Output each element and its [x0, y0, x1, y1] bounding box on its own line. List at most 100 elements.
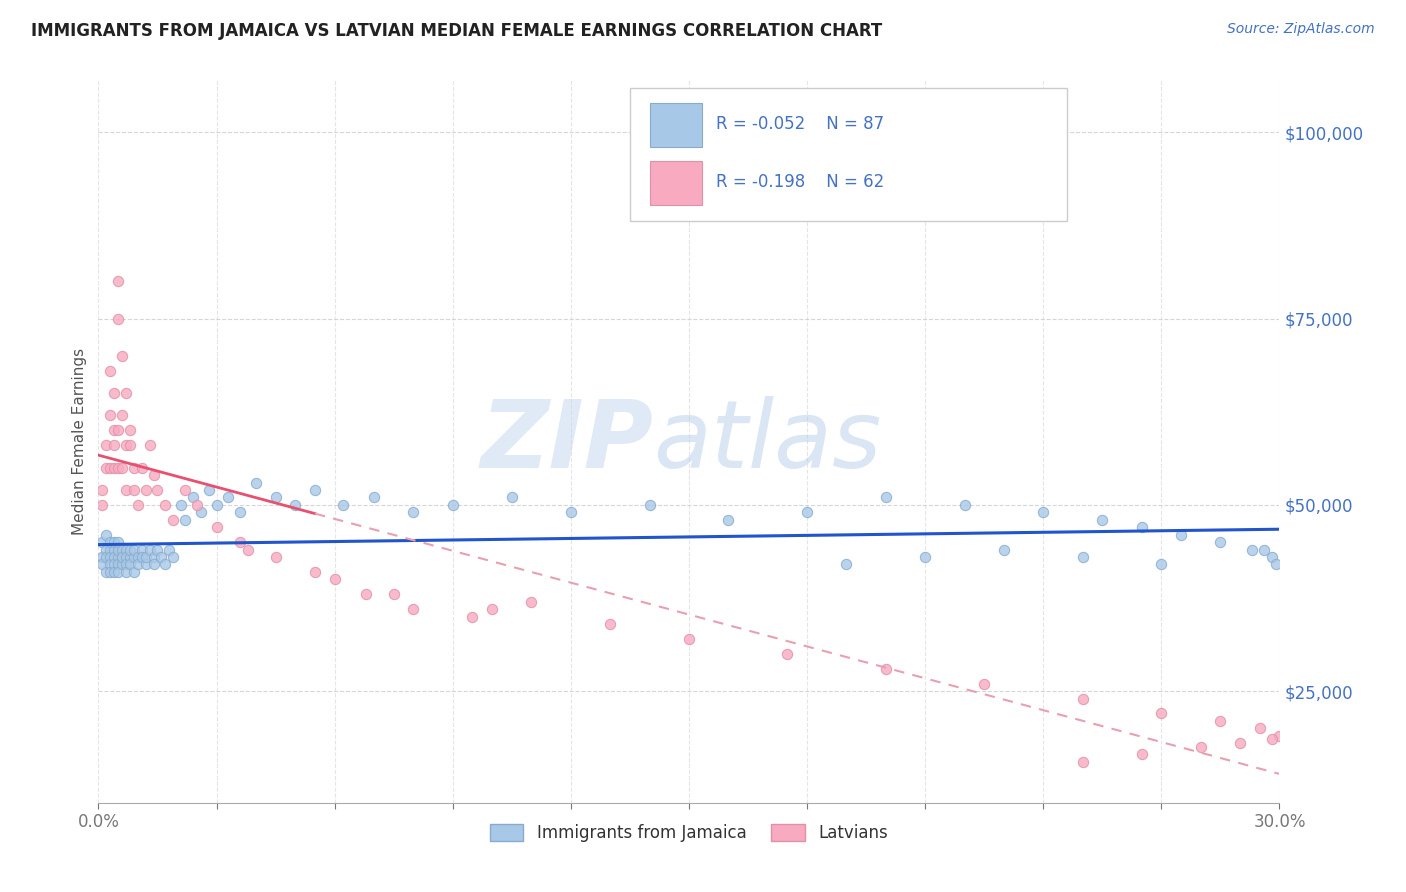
- Point: [205, 498, 228, 512]
- Y-axis label: Median Female Earnings: Median Female Earnings: [72, 348, 87, 535]
- Point: [1071, 691, 1094, 706]
- Point: [98, 565, 121, 579]
- Point: [103, 558, 125, 572]
- Point: [115, 483, 138, 497]
- Point: [914, 549, 936, 564]
- Point: [1253, 542, 1275, 557]
- Point: [111, 349, 134, 363]
- Point: [155, 558, 177, 572]
- Point: [150, 549, 173, 564]
- Point: [131, 542, 153, 557]
- FancyBboxPatch shape: [650, 161, 702, 205]
- Point: [599, 617, 621, 632]
- Point: [107, 311, 129, 326]
- Point: [1071, 549, 1094, 564]
- Point: [91, 498, 114, 512]
- Point: [717, 513, 740, 527]
- Point: [118, 423, 141, 437]
- Point: [103, 460, 125, 475]
- Point: [118, 542, 141, 557]
- Point: [481, 602, 503, 616]
- Point: [181, 491, 204, 505]
- Legend: Immigrants from Jamaica, Latvians: Immigrants from Jamaica, Latvians: [484, 817, 894, 848]
- Point: [138, 542, 160, 557]
- Point: [1150, 558, 1173, 572]
- Point: [107, 549, 129, 564]
- Point: [217, 491, 239, 505]
- Text: Source: ZipAtlas.com: Source: ZipAtlas.com: [1227, 22, 1375, 37]
- Point: [115, 542, 138, 557]
- Point: [402, 602, 425, 616]
- Point: [135, 483, 157, 497]
- Point: [96, 527, 118, 541]
- Point: [118, 438, 141, 452]
- Point: [96, 542, 118, 557]
- Point: [835, 558, 858, 572]
- Point: [107, 565, 129, 579]
- Point: [197, 483, 219, 497]
- Point: [98, 542, 121, 557]
- Point: [127, 558, 149, 572]
- Point: [98, 409, 121, 423]
- Point: [122, 483, 145, 497]
- Point: [96, 565, 118, 579]
- Text: atlas: atlas: [654, 396, 882, 487]
- Point: [146, 483, 169, 497]
- Point: [190, 505, 212, 519]
- Point: [142, 558, 165, 572]
- Point: [107, 535, 129, 549]
- Point: [98, 460, 121, 475]
- Point: [304, 483, 326, 497]
- Point: [115, 565, 138, 579]
- Point: [973, 676, 995, 690]
- Point: [332, 498, 354, 512]
- Point: [354, 587, 377, 601]
- Point: [122, 549, 145, 564]
- Point: [103, 565, 125, 579]
- Point: [127, 498, 149, 512]
- Point: [1189, 739, 1212, 754]
- Point: [1150, 706, 1173, 721]
- Point: [155, 498, 177, 512]
- Point: [229, 505, 252, 519]
- Point: [162, 549, 184, 564]
- Point: [1209, 714, 1232, 728]
- Text: R = -0.052    N = 87: R = -0.052 N = 87: [716, 115, 884, 133]
- Text: R = -0.198    N = 62: R = -0.198 N = 62: [716, 173, 884, 191]
- Point: [118, 558, 141, 572]
- Point: [115, 558, 138, 572]
- Point: [501, 491, 523, 505]
- Point: [1260, 549, 1282, 564]
- Point: [236, 542, 259, 557]
- Point: [142, 468, 165, 483]
- Point: [1071, 755, 1094, 769]
- Point: [796, 505, 818, 519]
- Point: [96, 549, 118, 564]
- Point: [91, 483, 114, 497]
- Point: [103, 549, 125, 564]
- Point: [115, 549, 138, 564]
- Point: [115, 438, 138, 452]
- Point: [205, 520, 228, 534]
- Point: [135, 558, 157, 572]
- Point: [304, 565, 326, 579]
- Point: [162, 513, 184, 527]
- Point: [91, 558, 114, 572]
- Point: [1209, 535, 1232, 549]
- Text: ZIP: ZIP: [481, 395, 654, 488]
- Point: [127, 549, 149, 564]
- Point: [993, 542, 1015, 557]
- Point: [122, 460, 145, 475]
- Point: [103, 542, 125, 557]
- Point: [96, 460, 118, 475]
- Point: [96, 438, 118, 452]
- Point: [678, 632, 700, 646]
- Point: [146, 542, 169, 557]
- Point: [264, 491, 287, 505]
- FancyBboxPatch shape: [650, 103, 702, 147]
- Point: [776, 647, 799, 661]
- Point: [186, 498, 208, 512]
- Point: [1032, 505, 1054, 519]
- Point: [111, 542, 134, 557]
- Point: [875, 491, 897, 505]
